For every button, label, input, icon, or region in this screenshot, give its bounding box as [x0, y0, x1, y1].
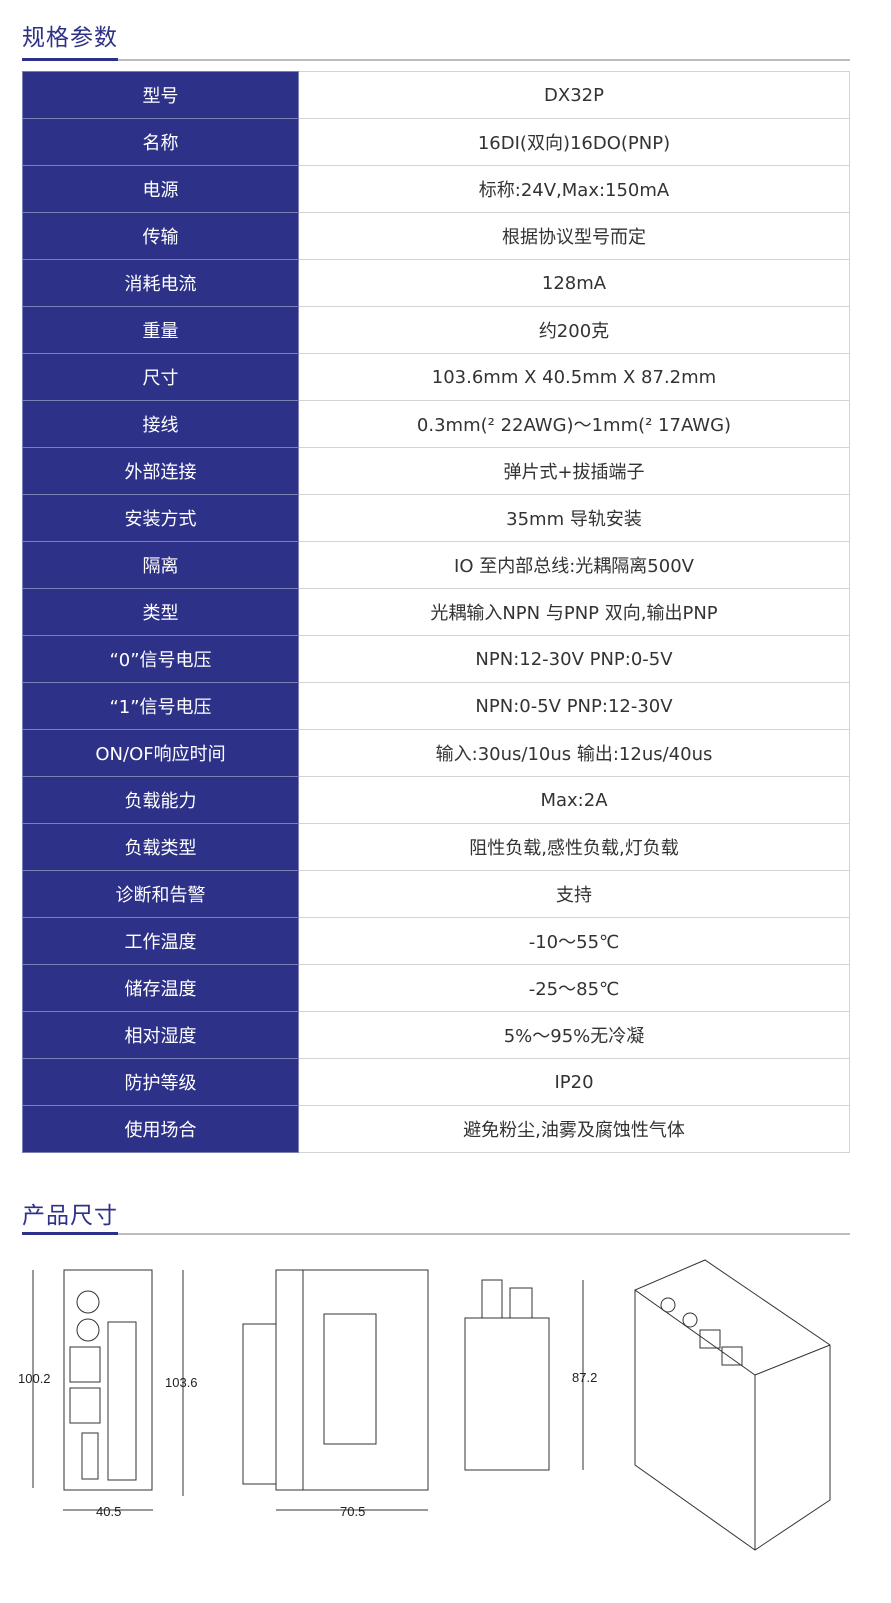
spec-row: 传输 根据协议型号而定 [22, 212, 850, 260]
spec-value: 标称:24V,Max:150mA [298, 165, 850, 213]
front-height-right-label: 103.6 [165, 1375, 198, 1390]
spec-row: 尺寸 103.6mm X 40.5mm X 87.2mm [22, 353, 850, 401]
spec-row: 消耗电流 128mA [22, 259, 850, 307]
dimension-section-title: 产品尺寸 [22, 1203, 118, 1229]
spec-row: 电源 标称:24V,Max:150mA [22, 165, 850, 213]
spec-value: IP20 [298, 1058, 850, 1106]
spec-label: 类型 [22, 588, 299, 636]
spec-value: 光耦输入NPN 与PNP 双向,输出PNP [298, 588, 850, 636]
spec-label: 相对湿度 [22, 1011, 299, 1059]
spec-label: 接线 [22, 400, 299, 448]
spec-label: 工作温度 [22, 917, 299, 965]
spec-table: 型号 DX32P 名称 16DI(双向)16DO(PNP) 电源 标称:24V,Max:1… [22, 71, 850, 1153]
spec-row: 外部连接 弹片式+拔插端子 [22, 447, 850, 495]
section-divider [22, 1232, 850, 1235]
spec-value: -25～85℃ [298, 964, 850, 1012]
spec-value: 支持 [298, 870, 850, 918]
spec-row: 隔离 IO 至内部总线:光耦隔离500V [22, 541, 850, 589]
spec-row: 安装方式 35mm 导轨安装 [22, 494, 850, 542]
spec-label: 负载类型 [22, 823, 299, 871]
spec-label: 诊断和告警 [22, 870, 299, 918]
spec-label: 重量 [22, 306, 299, 354]
spec-row: 使用场合 避免粉尘,油雾及腐蚀性气体 [22, 1105, 850, 1153]
spec-label: 电源 [22, 165, 299, 213]
spec-row: 接线 0.3mm(² 22AWG)～1mm(² 17AWG) [22, 400, 850, 448]
spec-value: 128mA [298, 259, 850, 307]
spec-label: 使用场合 [22, 1105, 299, 1153]
spec-row: ON/OF响应时间 输入:30us/10us 输出:12us/40us [22, 729, 850, 777]
spec-label: 尺寸 [22, 353, 299, 401]
isometric-view-drawing [634, 1259, 831, 1551]
front-view-drawing [32, 1269, 184, 1511]
spec-row: 型号 DX32P [22, 71, 850, 119]
spec-row: 名称 16DI(双向)16DO(PNP) [22, 118, 850, 166]
spec-value: 16DI(双向)16DO(PNP) [298, 118, 850, 166]
spec-row: 负载能力 Max:2A [22, 776, 850, 824]
spec-row: “1”信号电压 NPN:0-5V PNP:12-30V [22, 682, 850, 730]
spec-row: “0”信号电压 NPN:12-30V PNP:0-5V [22, 635, 850, 683]
spec-row: 储存温度 -25～85℃ [22, 964, 850, 1012]
spec-value: NPN:0-5V PNP:12-30V [298, 682, 850, 730]
spec-row: 防护等级 IP20 [22, 1058, 850, 1106]
spec-row: 相对湿度 5%～95%无冷凝 [22, 1011, 850, 1059]
section-divider [22, 58, 850, 61]
spec-label: 负载能力 [22, 776, 299, 824]
spec-label: 型号 [22, 71, 299, 119]
spec-label: “1”信号电压 [22, 682, 299, 730]
front-height-left-label: 100.2 [18, 1371, 51, 1386]
spec-value: 0.3mm(² 22AWG)～1mm(² 17AWG) [298, 400, 850, 448]
spec-label: “0”信号电压 [22, 635, 299, 683]
spec-label: 名称 [22, 118, 299, 166]
spec-value: 35mm 导轨安装 [298, 494, 850, 542]
spec-value: 103.6mm X 40.5mm X 87.2mm [298, 353, 850, 401]
side-view-drawing [242, 1269, 429, 1511]
spec-value: 约200克 [298, 306, 850, 354]
spec-value: Max:2A [298, 776, 850, 824]
back-view-drawing [464, 1279, 584, 1471]
spec-label: 隔离 [22, 541, 299, 589]
spec-value: 输入:30us/10us 输出:12us/40us [298, 729, 850, 777]
spec-row: 类型 光耦输入NPN 与PNP 双向,输出PNP [22, 588, 850, 636]
spec-value: 阻性负载,感性负载,灯负载 [298, 823, 850, 871]
front-width-label: 40.5 [96, 1504, 121, 1519]
spec-value: 弹片式+拔插端子 [298, 447, 850, 495]
spec-row: 重量 约200克 [22, 306, 850, 354]
back-height-label: 87.2 [572, 1370, 597, 1385]
spec-value: NPN:12-30V PNP:0-5V [298, 635, 850, 683]
spec-value: -10～55℃ [298, 917, 850, 965]
spec-row: 诊断和告警 支持 [22, 870, 850, 918]
spec-row: 负载类型 阻性负载,感性负载,灯负载 [22, 823, 850, 871]
spec-value: 根据协议型号而定 [298, 212, 850, 260]
spec-label: 消耗电流 [22, 259, 299, 307]
spec-label: 外部连接 [22, 447, 299, 495]
dimension-drawings: 100.2 103.6 40.5 70.5 87.2 [18, 1259, 831, 1551]
spec-value: 5%～95%无冷凝 [298, 1011, 850, 1059]
spec-label: 防护等级 [22, 1058, 299, 1106]
spec-section-title: 规格参数 [22, 25, 118, 51]
spec-label: ON/OF响应时间 [22, 729, 299, 777]
spec-label: 安装方式 [22, 494, 299, 542]
side-depth-label: 70.5 [340, 1504, 365, 1519]
spec-value: 避免粉尘,油雾及腐蚀性气体 [298, 1105, 850, 1153]
spec-value: IO 至内部总线:光耦隔离500V [298, 541, 850, 589]
spec-row: 工作温度 -10～55℃ [22, 917, 850, 965]
spec-value: DX32P [298, 71, 850, 119]
spec-label: 储存温度 [22, 964, 299, 1012]
spec-label: 传输 [22, 212, 299, 260]
